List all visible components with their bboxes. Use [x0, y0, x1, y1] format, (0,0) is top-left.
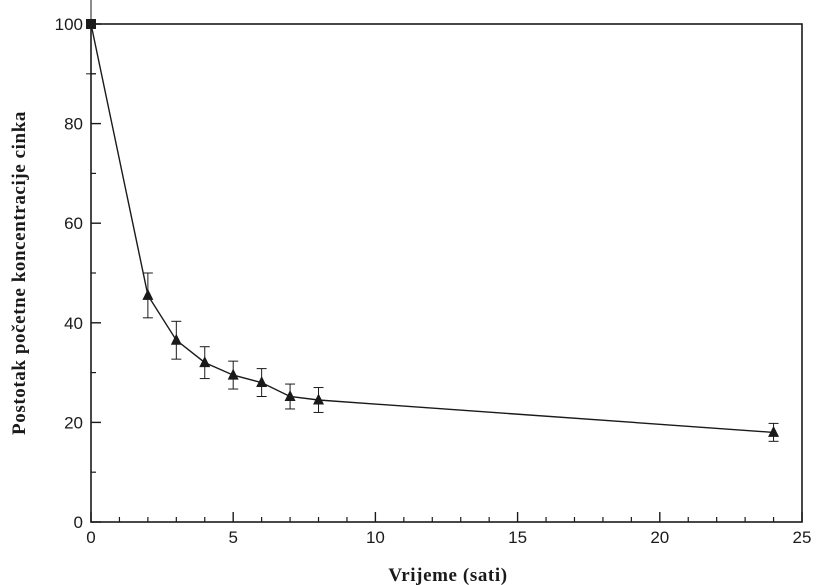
series-layer	[86, 0, 780, 442]
y-tick-label: 20	[64, 413, 83, 432]
minor-ticks	[91, 73, 775, 522]
x-tick-label: 5	[228, 528, 237, 547]
y-tick-label: 100	[55, 15, 83, 34]
data-point-marker	[313, 393, 325, 405]
y-axis-title: Postotak početne koncentracije cinka	[9, 111, 30, 435]
data-point-marker	[227, 368, 239, 380]
data-point-marker	[256, 376, 268, 388]
x-tick-label: 25	[793, 528, 812, 547]
x-tick-label: 15	[508, 528, 527, 547]
x-axis-ticks: 0 5 10 15 20 25	[86, 512, 811, 547]
y-tick-label: 40	[64, 314, 83, 333]
y-tick-label: 60	[64, 214, 83, 233]
x-axis-title: Vrijeme (sati)	[388, 565, 507, 585]
y-axis-ticks: 0 20 40 60 80 100	[55, 15, 101, 532]
data-point-marker	[142, 288, 154, 300]
y-tick-label: 0	[74, 513, 83, 532]
x-tick-label: 10	[366, 528, 385, 547]
data-point-marker	[86, 19, 96, 29]
data-point-marker	[199, 356, 211, 368]
y-tick-label: 80	[64, 115, 83, 134]
data-point-marker	[170, 333, 182, 345]
x-tick-label: 0	[86, 528, 95, 547]
plot-frame	[90, 23, 803, 523]
data-point-marker	[284, 390, 296, 402]
x-tick-label: 20	[650, 528, 669, 547]
data-point-marker	[768, 425, 780, 437]
series-line	[90, 23, 774, 434]
